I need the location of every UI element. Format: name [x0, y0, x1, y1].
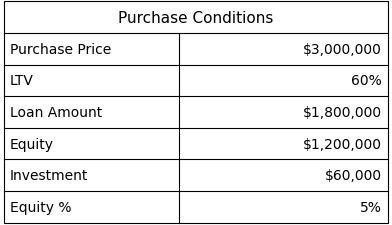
- Text: $1,800,000: $1,800,000: [303, 106, 382, 119]
- Text: 5%: 5%: [360, 200, 382, 214]
- Text: Equity: Equity: [10, 137, 54, 151]
- Text: Purchase Price: Purchase Price: [10, 43, 111, 56]
- Text: $1,200,000: $1,200,000: [303, 137, 382, 151]
- Text: $60,000: $60,000: [325, 169, 382, 182]
- Text: Loan Amount: Loan Amount: [10, 106, 102, 119]
- Text: $3,000,000: $3,000,000: [303, 43, 382, 56]
- Text: 60%: 60%: [352, 74, 382, 88]
- Text: Investment: Investment: [10, 169, 88, 182]
- Text: Purchase Conditions: Purchase Conditions: [118, 11, 274, 25]
- Text: Equity %: Equity %: [10, 200, 71, 214]
- Text: LTV: LTV: [10, 74, 34, 88]
